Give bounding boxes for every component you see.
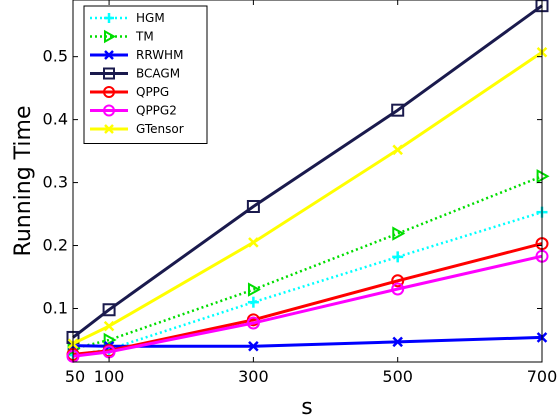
legend-item-rrwhm: RRWHM bbox=[90, 48, 183, 62]
x-tick-label-100: 100 bbox=[94, 367, 125, 386]
point-rrwhm-500 bbox=[392, 336, 403, 348]
series-line-qppg2 bbox=[72, 254, 543, 358]
legend-item-qppg: QPPG bbox=[90, 85, 169, 99]
legend-marker-bcagm bbox=[103, 67, 115, 80]
point-rrwhm-300 bbox=[248, 340, 259, 352]
plot-frame bbox=[72, 0, 543, 363]
legend-marker-rrwhm bbox=[104, 50, 114, 60]
legend-item-gtensor: GTensor bbox=[90, 122, 184, 136]
point-qppg2-500 bbox=[391, 282, 405, 296]
x-tick-label-500: 500 bbox=[382, 367, 413, 386]
point-tm-700 bbox=[536, 169, 550, 184]
legend-label-tm: TM bbox=[135, 30, 154, 44]
series-line-tm bbox=[72, 175, 543, 351]
y-tick-label-0.2: 0.2 bbox=[43, 236, 68, 255]
legend-item-tm: TM bbox=[90, 30, 154, 44]
x-tick-label-300: 300 bbox=[238, 367, 269, 386]
series-line-bcagm bbox=[72, 4, 543, 339]
legend-marker-qppg2 bbox=[103, 104, 115, 117]
y-axis-title: Running Time bbox=[11, 106, 36, 257]
legend-label-qppg2: QPPG2 bbox=[136, 104, 177, 118]
axis-layer: 50 100 300 500 700 0.1 0.2 0.3 0.4 0.5 bbox=[43, 0, 558, 386]
point-tm-300 bbox=[247, 282, 261, 297]
y-tick-label-0.1: 0.1 bbox=[43, 298, 68, 317]
legend-item-hgm: HGM bbox=[90, 11, 165, 25]
point-bcagm-300 bbox=[246, 199, 260, 213]
y-tick-label-0.5: 0.5 bbox=[43, 47, 68, 66]
point-gtensor-100 bbox=[103, 320, 115, 332]
point-bcagm-100 bbox=[102, 303, 116, 317]
point-tm-100 bbox=[103, 332, 117, 348]
point-hgm-500 bbox=[392, 251, 404, 263]
x-axis-title: s bbox=[301, 395, 312, 420]
y-tick-label-0.3: 0.3 bbox=[43, 173, 68, 192]
point-hgm-300 bbox=[247, 296, 259, 308]
legend-label-bcagm: BCAGM bbox=[136, 67, 180, 81]
legend-marker-gtensor bbox=[104, 124, 114, 134]
point-qppg2-300 bbox=[246, 316, 260, 330]
point-tm-500 bbox=[392, 226, 406, 241]
legend-item-qppg2: QPPG2 bbox=[90, 104, 177, 118]
legend-label-qppg: QPPG bbox=[136, 85, 169, 99]
point-bcagm-500 bbox=[391, 103, 405, 117]
legend-label-rrwhm: RRWHM bbox=[136, 48, 183, 62]
legend-item-bcagm: BCAGM bbox=[90, 67, 180, 81]
x-tick-label-700: 700 bbox=[527, 367, 558, 386]
legend-label-gtensor: GTensor bbox=[136, 122, 184, 136]
legend-marker-qppg bbox=[103, 86, 115, 98]
point-gtensor-300 bbox=[248, 237, 259, 248]
y-tick-label-0.4: 0.4 bbox=[43, 110, 68, 129]
point-qppg-500 bbox=[391, 274, 405, 288]
legend-label-hgm: HGM bbox=[136, 11, 165, 25]
legend-marker-tm bbox=[104, 29, 117, 44]
legend-marker-hgm bbox=[104, 13, 114, 23]
legend: HGM TM RRWHM BCAGM QPPG QPPG2 GTensor bbox=[83, 5, 208, 144]
point-gtensor-500 bbox=[392, 144, 403, 156]
x-tick-label-50: 50 bbox=[65, 367, 85, 386]
